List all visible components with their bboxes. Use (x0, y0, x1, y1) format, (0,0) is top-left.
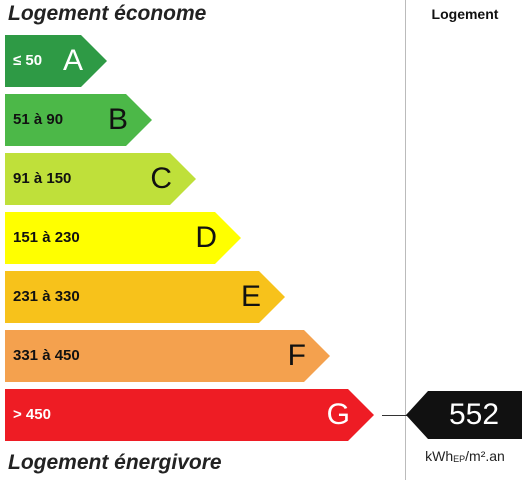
band-d: 151 à 230 D (5, 212, 241, 264)
band-letter: E (240, 280, 261, 313)
band-e: 231 à 330 E (5, 271, 285, 323)
band-c: 91 à 150 C (5, 153, 196, 205)
band-letter: D (195, 221, 217, 254)
band-arrow-shape (5, 389, 374, 441)
unit-suffix: /m².an (465, 448, 505, 464)
band-arrow-shape (5, 153, 196, 205)
consumption-unit: kWhEP/m².an (406, 448, 524, 464)
band-b: 51 à 90 B (5, 94, 152, 146)
band-letter: G (326, 398, 350, 431)
indicator-connector (382, 415, 420, 416)
band-arrow-shape (5, 271, 285, 323)
band-range: ≤ 50 (13, 52, 43, 69)
band-range: 51 à 90 (13, 111, 64, 128)
band-a: ≤ 50 A (5, 35, 107, 87)
band-g: > 450 G (5, 389, 374, 441)
band-arrow-shape (5, 330, 330, 382)
band-letter: F (287, 339, 306, 372)
unit-subscript: EP (453, 454, 466, 464)
band-arrow-shape (5, 94, 152, 146)
unit-main: kWh (425, 448, 454, 464)
title-economical: Logement économe (8, 2, 207, 25)
band-range: 231 à 330 (13, 288, 80, 305)
band-range: 331 à 450 (13, 347, 80, 364)
band-letter: B (107, 103, 128, 136)
band-range: > 450 (13, 406, 51, 423)
band-letter: C (150, 162, 172, 195)
band-range: 151 à 230 (13, 229, 80, 246)
consumption-value: 552 (448, 398, 500, 431)
column-header: Logement (431, 6, 499, 22)
band-arrow-shape (5, 212, 241, 264)
consumption-indicator: 552 (406, 391, 522, 439)
title-energy-intensive: Logement énergivore (8, 451, 222, 474)
band-f: 331 à 450 F (5, 330, 330, 382)
band-range: 91 à 150 (13, 170, 72, 187)
column-divider (405, 0, 406, 480)
band-letter: A (62, 44, 83, 77)
